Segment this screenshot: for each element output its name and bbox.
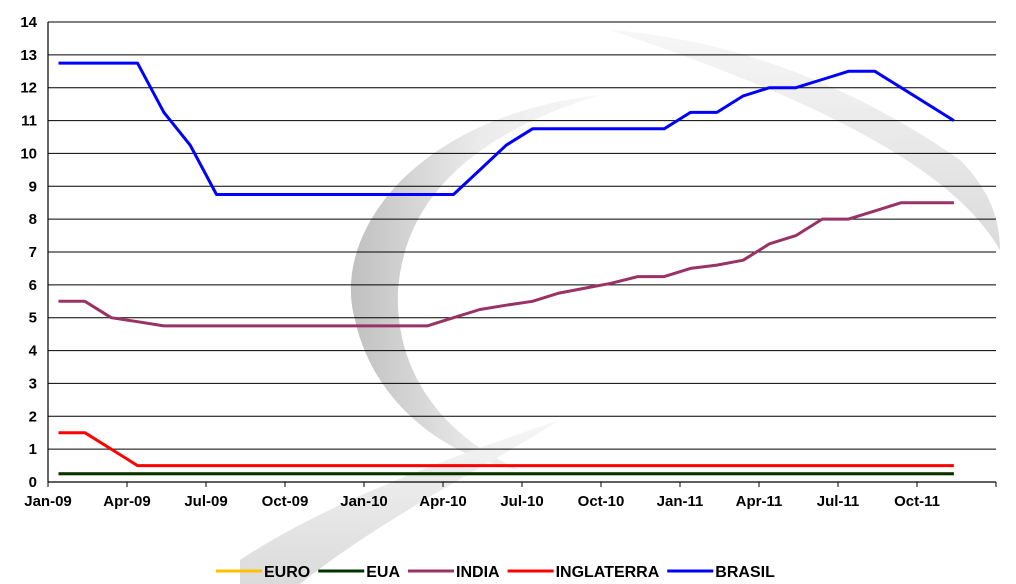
x-tick-label: Jul-11	[817, 493, 860, 510]
x-tick-label: Jan-11	[657, 493, 704, 510]
series-line-inglaterra	[58, 431, 954, 468]
series-line-india	[58, 201, 954, 328]
legend-label-inglaterra: INGLATERRA	[556, 564, 660, 581]
y-tick-label: 5	[29, 310, 37, 327]
x-tick-label: Jan-09	[24, 493, 72, 510]
y-tick-label: 0	[29, 474, 37, 491]
x-tick-label: Jan-10	[340, 493, 388, 510]
x-tick-label: Apr-10	[419, 493, 467, 510]
y-tick-label: 9	[29, 178, 37, 195]
y-tick-label: 1	[29, 441, 37, 458]
series-line-brasil	[58, 61, 955, 196]
y-tick-label: 13	[20, 47, 37, 64]
x-tick-label: Jul-09	[184, 493, 227, 510]
legend-label-brasil: BRASIL	[715, 564, 775, 581]
y-tick-label: 12	[20, 80, 37, 97]
x-tick-label: Oct-10	[578, 493, 625, 510]
watermark-logo	[240, 30, 1000, 584]
y-tick-label: 8	[29, 211, 37, 228]
legend-label-india: INDIA	[456, 564, 500, 581]
y-tick-label: 2	[29, 408, 37, 425]
x-tick-label: Oct-11	[894, 493, 940, 510]
x-tick-label: Apr-09	[103, 493, 151, 510]
gridlines	[48, 21, 996, 450]
x-tick-label: Oct-09	[262, 493, 309, 510]
y-tick-label: 6	[29, 277, 37, 294]
axes	[47, 22, 997, 487]
legend: EURO EUA INDIA INGLATERRA BRASIL	[216, 564, 775, 581]
y-tick-label: 7	[29, 244, 37, 261]
legend-label-eua: EUA	[366, 564, 400, 581]
y-tick-label: 14	[20, 14, 37, 31]
y-tick-label: 4	[29, 343, 38, 360]
legend-label-euro: EURO	[264, 564, 310, 581]
y-tick-label: 11	[21, 113, 37, 130]
x-tick-label: Apr-11	[736, 493, 783, 510]
y-tick-label: 3	[29, 375, 37, 392]
x-axis-tick-labels: Jan-09 Apr-09 Jul-09 Oct-09 Jan-10 Apr-10 Jul-…	[24, 493, 940, 510]
x-tick-label: Jul-10	[500, 493, 543, 510]
y-tick-label: 10	[20, 145, 37, 162]
series-lines	[58, 61, 955, 476]
